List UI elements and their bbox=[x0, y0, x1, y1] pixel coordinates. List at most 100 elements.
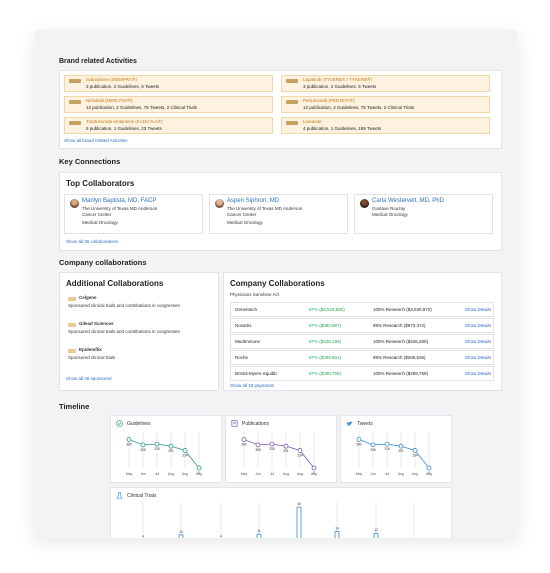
payment-row: Genentech 57% ($3,534,560) 100% Research… bbox=[230, 302, 494, 317]
data-point bbox=[168, 443, 174, 449]
tweets-icon bbox=[346, 421, 353, 426]
month-label: May bbox=[356, 472, 363, 476]
data-label: 291 bbox=[283, 449, 289, 453]
sponsor-name: Gilead Sciences bbox=[79, 321, 114, 326]
data-label: 14 bbox=[335, 527, 339, 531]
sponsor-item[interactable]: Celgene Sponsored clinical trials and co… bbox=[66, 295, 213, 315]
data-point bbox=[311, 465, 317, 471]
series-line bbox=[243, 439, 315, 469]
data-point bbox=[297, 448, 303, 453]
data-label: 380 bbox=[356, 443, 362, 447]
data-label: 11 bbox=[257, 529, 261, 533]
show-details-link[interactable]: Show Details bbox=[465, 323, 492, 328]
additional-collaborations-title: Additional Collaborations bbox=[66, 279, 164, 288]
data-point bbox=[384, 441, 390, 447]
show-details-link[interactable]: Show Details bbox=[465, 371, 492, 376]
data-label: 0 bbox=[428, 471, 430, 475]
collaborator-card[interactable]: Marilyn Baptista, MD, FACP The Universit… bbox=[64, 194, 203, 234]
collaborator-specialty: Medical Oncology bbox=[227, 220, 263, 225]
data-label: 0 bbox=[313, 471, 315, 475]
brand-name: Pertuzumab (PERJETA®) bbox=[303, 98, 355, 103]
sponsor-description: Sponsored clinical trials bbox=[68, 355, 116, 360]
month-label: Aug bbox=[412, 472, 418, 476]
data-label: 0 bbox=[198, 471, 200, 475]
brand-item[interactable]: Neratinib (NERLYNX®) 12 publication, 2 G… bbox=[64, 96, 273, 113]
top-collaborators-card: Top Collaborators Marilyn Baptista, MD, … bbox=[59, 172, 502, 251]
timeline-title: Timeline bbox=[59, 402, 90, 411]
brand-name: Trastuzumab emtansine (KADCYLA®) bbox=[86, 119, 163, 124]
tweets-timeline-title: Tweets bbox=[357, 421, 373, 427]
company-name: Genentech bbox=[235, 307, 258, 312]
brand-meta: 5 publication, 1 Guidelines, 23 Tweets bbox=[86, 126, 162, 131]
brand-chip-icon bbox=[69, 100, 81, 104]
collaborator-name[interactable]: Marilyn Baptista, MD, FACP bbox=[82, 198, 157, 204]
data-point bbox=[283, 443, 289, 449]
data-label: 10 bbox=[179, 530, 183, 534]
company-collaborations-card: Company Collaborations Physicians Sunshi… bbox=[223, 272, 502, 391]
brand-name: Neratinib (NERLYNX®) bbox=[86, 98, 133, 103]
sponsor-item[interactable]: Epidemflix Sponsored clinical trials bbox=[66, 347, 213, 367]
brand-meta: 3 publication, 2 Guidelines, 5 Tweets bbox=[86, 84, 160, 89]
sponsor-chip-icon bbox=[68, 323, 76, 327]
data-label: 318 bbox=[269, 447, 275, 451]
research-amount: 100% Research ($3,530,972) bbox=[373, 307, 432, 312]
key-connections-title: Key Connections bbox=[59, 157, 121, 166]
company-collaborations-card-title: Company Collaborations bbox=[230, 279, 325, 288]
month-label: Jun bbox=[140, 472, 146, 476]
bar bbox=[256, 533, 262, 538]
sponsor-description: Sponsored clinical trials and contributi… bbox=[68, 329, 180, 334]
data-point bbox=[255, 442, 261, 448]
collaborator-name[interactable]: Aspen Siphron, MD bbox=[227, 198, 280, 204]
show-all-brand-link[interactable]: Show all brand related Activities bbox=[64, 138, 128, 143]
publications-timeline-title: Publications bbox=[242, 421, 269, 427]
show-details-link[interactable]: Show Details bbox=[465, 307, 492, 312]
brand-item[interactable]: Ixabepilone (IXEMPRA®) 3 publication, 2 … bbox=[64, 75, 273, 92]
collaborator-institution: The University of Texas MD Anderson bbox=[82, 206, 158, 211]
clinical-trials-timeline-card: Clinical Trials 4 10 4 11 44 14 12 0 bbox=[110, 487, 452, 538]
collaborator-card[interactable]: Aspen Siphron, MD The University of Texa… bbox=[209, 194, 348, 234]
brand-item[interactable]: Lapatinib (TYVERB® / TYKERB®) 3 publicat… bbox=[281, 75, 490, 92]
show-all-collaborations-link[interactable]: Show all 36 collaborations bbox=[66, 239, 119, 244]
payment-percent: 57% ($3,534,560) bbox=[309, 307, 345, 312]
brand-meta: 4 publication, 1 Guidelines, 189 Tweets bbox=[303, 126, 382, 131]
publications-icon bbox=[231, 420, 238, 427]
brand-item[interactable]: Loinande 4 publication, 1 Guidelines, 18… bbox=[281, 117, 490, 134]
sponsor-chip-icon bbox=[68, 297, 76, 301]
tweets-timeline-card: Tweets 380 May 308 Jun 318 Jul 291 Aug 234 Aug 0 Au… bbox=[340, 415, 452, 483]
avatar bbox=[70, 199, 79, 208]
guidelines-icon bbox=[116, 420, 123, 427]
collaborator-card[interactable]: Carla Westervelt, MD, PhD Gustave Rouzay… bbox=[354, 194, 493, 234]
brand-item[interactable]: Pertuzumab (PERJETA®) 12 publication, 2 … bbox=[281, 96, 490, 113]
sponsor-description: Sponsored clinical trials and contributi… bbox=[68, 303, 180, 308]
show-details-link[interactable]: Show Details bbox=[465, 355, 492, 360]
data-label: 291 bbox=[398, 449, 404, 453]
show-all-sponsored-link[interactable]: Show all 36 sponsored bbox=[66, 376, 112, 381]
month-label: Aug bbox=[196, 472, 202, 476]
brand-chip-icon bbox=[286, 121, 298, 125]
brand-chip-icon bbox=[286, 79, 298, 83]
company-name: Bristol-Myers-Squibb bbox=[235, 371, 277, 376]
avatar bbox=[215, 199, 224, 208]
month-label: Jul bbox=[155, 472, 160, 476]
brand-name: Lapatinib (TYVERB® / TYKERB®) bbox=[303, 77, 372, 82]
brand-activities-title: Brand related Activities bbox=[59, 58, 137, 65]
brand-item[interactable]: Trastuzumab emtansine (KADCYLA®) 5 publi… bbox=[64, 117, 273, 134]
data-label: 380 bbox=[241, 443, 247, 447]
show-details-link[interactable]: Show Details bbox=[465, 339, 492, 344]
sponsor-item[interactable]: Gilead Sciences Sponsored clinical trial… bbox=[66, 321, 213, 341]
show-all-payments-link[interactable]: Show all 18 payments bbox=[230, 383, 275, 388]
research-amount: 100% Research ($426,280) bbox=[373, 339, 429, 344]
collaborator-name[interactable]: Carla Westervelt, MD, PhD bbox=[372, 198, 444, 204]
data-point bbox=[182, 448, 188, 453]
data-point bbox=[398, 443, 404, 449]
guidelines-timeline-title: Guidelines bbox=[127, 421, 151, 427]
data-label: 234 bbox=[182, 453, 188, 457]
month-label: May bbox=[126, 472, 133, 476]
bar bbox=[373, 532, 379, 538]
data-point bbox=[241, 437, 247, 442]
data-point bbox=[196, 465, 202, 471]
month-label: Aug bbox=[182, 472, 188, 476]
data-label: 308 bbox=[370, 448, 376, 452]
brand-meta: 12 publication, 2 Guidelines, 75 Tweets,… bbox=[86, 105, 197, 110]
